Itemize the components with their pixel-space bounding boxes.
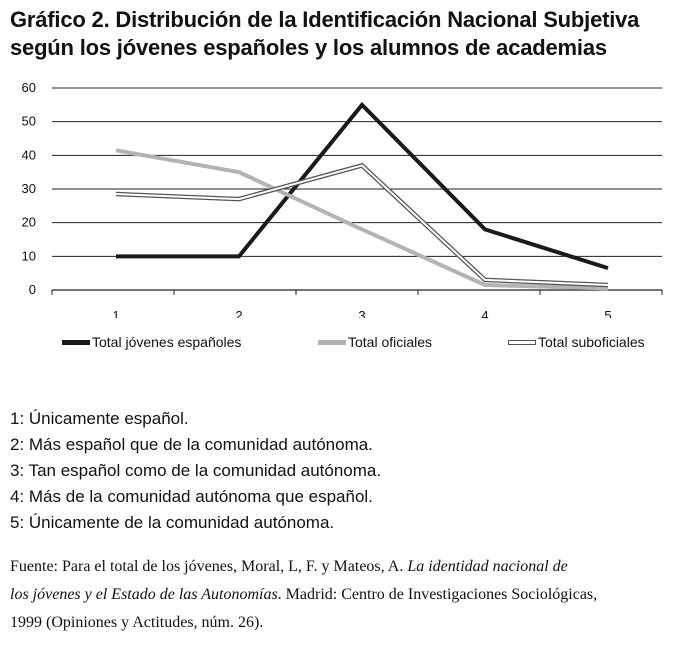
- series-line-2: [115, 148, 609, 291]
- note-5: 5: Únicamente de la comunidad autónoma.: [10, 513, 335, 532]
- legend-label-oficiales: Total oficiales: [348, 334, 433, 350]
- series-line-3-inner: [115, 164, 609, 286]
- chart-title-line-1: Gráfico 2. Distribución de la Identifica…: [10, 7, 640, 32]
- legend-item-suboficiales: Total suboficiales: [508, 334, 645, 350]
- y-tick-label-0: 0: [29, 282, 36, 297]
- source-citation: Fuente: Para el total de los jóvenes, Mo…: [10, 553, 690, 637]
- legend-swatch-gray: [318, 339, 346, 345]
- line-chart: 0 10 20 30 40 50 60 1 2 3 4 5: [22, 80, 663, 318]
- y-tick-label-50: 50: [22, 114, 36, 129]
- series-lines: [115, 101, 609, 291]
- series-line-1: [116, 101, 609, 271]
- legend-item-jovenes: Total jóvenes españoles: [62, 334, 241, 350]
- y-tick-label-40: 40: [22, 147, 36, 162]
- note-1: 1: Únicamente español.: [10, 409, 189, 428]
- source-prefix: Fuente: Para el total de los jóvenes, Mo…: [10, 558, 408, 575]
- category-notes: 1: Únicamente español. 2: Más español qu…: [10, 406, 690, 536]
- source-title-part-1: La identidad nacional de: [407, 558, 568, 575]
- x-tick-label-4: 4: [481, 308, 488, 318]
- legend-item-oficiales: Total oficiales: [318, 334, 432, 350]
- legend-swatch-black: [62, 339, 90, 345]
- note-3: 3: Tan español como de la comunidad autó…: [10, 461, 382, 480]
- chart-title: Gráfico 2. Distribución de la Identifica…: [10, 6, 690, 62]
- note-2: 2: Más español que de la comunidad autón…: [10, 435, 373, 454]
- x-tick-label-3: 3: [358, 308, 365, 318]
- x-axis-tick-labels: 1 2 3 4 5: [112, 308, 611, 318]
- x-tick-label-1: 1: [112, 308, 119, 318]
- y-tick-label-10: 10: [22, 248, 36, 263]
- note-4: 4: Más de la comunidad autónoma que espa…: [10, 487, 373, 506]
- y-tick-label-20: 20: [22, 215, 36, 230]
- chart-legend: Total jóvenes españoles Total oficiales …: [0, 334, 696, 358]
- source-publisher: . Madrid: Centro de Investigaciones Soci…: [277, 586, 598, 603]
- y-axis-tick-labels: 0 10 20 30 40 50 60: [22, 80, 36, 297]
- legend-label-jovenes: Total jóvenes españoles: [92, 334, 242, 350]
- series-line-3-outline: [115, 162, 609, 288]
- x-tick-label-2: 2: [235, 308, 242, 318]
- chart-title-line-2: según los jóvenes españoles y los alumno…: [10, 35, 607, 60]
- source-line-3: 1999 (Opiniones y Actitudes, núm. 26).: [10, 614, 264, 631]
- x-axis: [51, 289, 663, 295]
- legend-swatch-hollow: [508, 339, 536, 345]
- legend-label-suboficiales: Total suboficiales: [538, 334, 645, 350]
- y-tick-label-60: 60: [22, 80, 36, 95]
- source-title-part-2: los jóvenes y el Estado de las Autonomía…: [10, 586, 278, 603]
- x-tick-label-5: 5: [604, 308, 611, 318]
- y-tick-label-30: 30: [22, 181, 36, 196]
